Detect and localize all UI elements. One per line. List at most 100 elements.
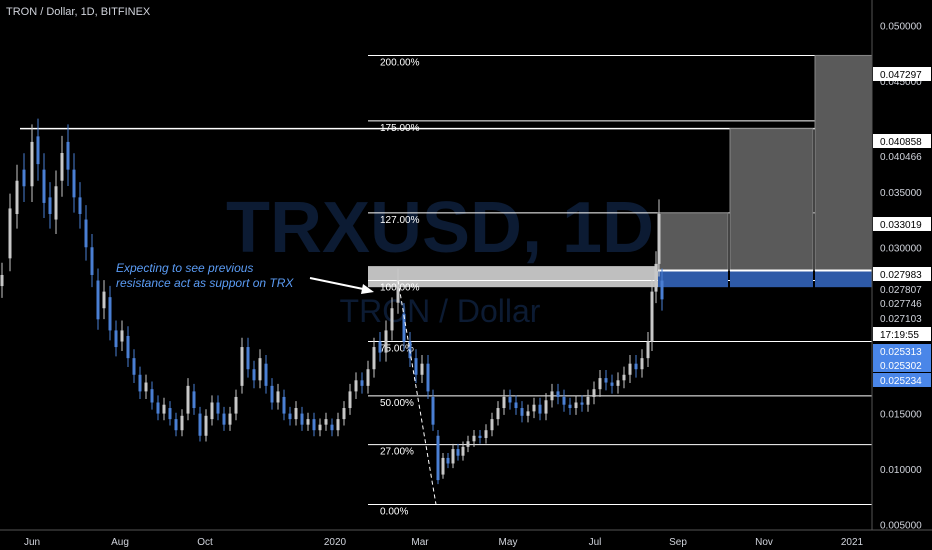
candle-body [586, 396, 590, 405]
candle-body [288, 413, 292, 420]
projection-base [658, 270, 728, 288]
projection-bar [814, 54, 873, 272]
candle-body [414, 358, 418, 375]
candle-body [54, 186, 58, 220]
candle-body [508, 396, 512, 403]
y-tick-label: 0.045000 [880, 77, 922, 88]
candle-body [162, 404, 166, 414]
candle-body [348, 391, 352, 409]
candle-body [426, 363, 430, 392]
candle-body [264, 363, 268, 386]
projection-bar [657, 212, 729, 272]
candle-body [366, 369, 370, 386]
price-tag-label: 17:19:55 [880, 330, 919, 341]
price-tag-label: 0.027746 [880, 299, 922, 310]
swing-dashed-line [397, 280, 437, 505]
candle-body [186, 385, 190, 414]
candle-body [258, 358, 262, 381]
candle-body [580, 402, 584, 405]
candle-body [198, 413, 202, 436]
candle-body [228, 413, 232, 425]
price-tag-bg [873, 217, 931, 231]
candle-body [550, 391, 554, 401]
candle-body [431, 396, 435, 425]
candle-body [276, 391, 280, 403]
candle-body [520, 408, 524, 416]
candle-body [502, 396, 506, 409]
candle-body [532, 404, 536, 412]
candles [0, 118, 664, 505]
candle-body [568, 404, 572, 409]
candle-body [234, 396, 238, 414]
fib-label: 200.00% [380, 57, 420, 68]
candle-body [628, 363, 632, 375]
candle-body [210, 402, 214, 420]
candle-body [294, 408, 298, 420]
candle-body [657, 213, 661, 264]
watermark-name: TRON / Dollar [340, 293, 541, 329]
candle-body [132, 358, 136, 375]
projection-bar [729, 128, 814, 272]
price-tag-label: 0.047297 [880, 70, 922, 81]
x-tick-label: Nov [755, 537, 773, 548]
candle-body [204, 415, 208, 436]
candle-body [102, 291, 106, 309]
candle-body [15, 180, 19, 214]
candle-body [324, 419, 328, 425]
candle-body [451, 449, 455, 464]
candle-body [616, 380, 620, 386]
candle-body [42, 169, 46, 203]
candle-body [282, 396, 286, 414]
candle-body [650, 291, 654, 342]
annotation-arrow [309, 277, 369, 291]
candle-body [246, 347, 250, 370]
candle-body [496, 408, 500, 420]
fib-label: 127.00% [380, 215, 420, 226]
candle-body [634, 363, 638, 370]
candle-body [342, 408, 346, 420]
annotation-line-1: Expecting to see previous [116, 261, 253, 275]
price-tag-bg [873, 358, 931, 372]
candle-body [252, 369, 256, 381]
price-tag-bg [873, 267, 931, 281]
candle-body [420, 363, 424, 375]
candle-body [90, 247, 94, 275]
candle-body [384, 330, 388, 353]
candle-body [150, 389, 154, 403]
candle-body [640, 358, 644, 370]
candle-body [174, 419, 178, 431]
candle-body [372, 347, 376, 370]
price-tag-bg [873, 67, 931, 81]
candle-body [192, 391, 196, 409]
x-tick-label: Mar [411, 537, 429, 548]
candle-body [441, 457, 445, 475]
x-tick-label: Jun [24, 537, 40, 548]
candle-body [436, 435, 440, 481]
candle-body [8, 208, 12, 259]
support-zone [368, 266, 658, 288]
candle-body [556, 391, 560, 397]
candle-body [156, 402, 160, 414]
candle-body [72, 169, 76, 198]
candle-body [390, 308, 394, 331]
candle-body [330, 424, 334, 431]
candle-body [138, 374, 142, 392]
price-tag-label: 0.025302 [880, 361, 922, 372]
candle-body [592, 389, 596, 397]
candle-body [84, 219, 88, 248]
candle-body [312, 419, 316, 431]
candle-body [48, 197, 52, 214]
x-tick-label: May [499, 537, 518, 548]
y-tick-label: 0.030000 [880, 243, 922, 254]
price-tag-label: 0.040466 [880, 152, 922, 163]
watermark-symbol: TRXUSD, 1D [226, 188, 654, 268]
candle-body [240, 347, 244, 386]
x-tick-label: Oct [197, 537, 213, 548]
candle-body [646, 341, 650, 359]
price-tag-label: 0.033019 [880, 220, 922, 231]
candle-body [120, 330, 124, 342]
candle-body [484, 430, 488, 438]
candle-body [22, 169, 26, 187]
